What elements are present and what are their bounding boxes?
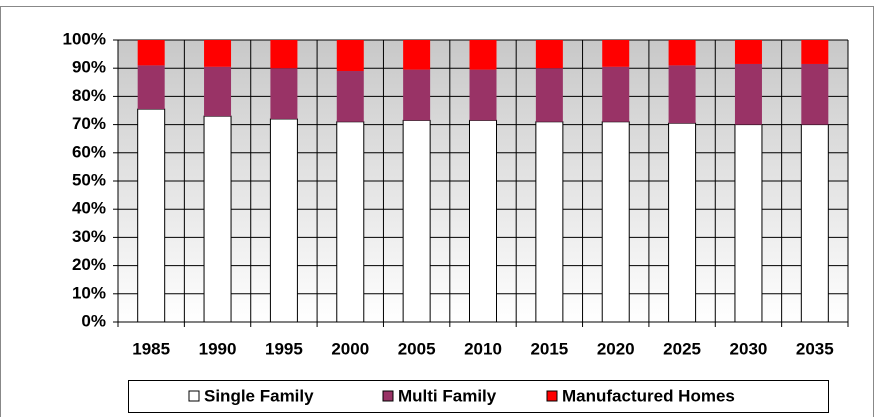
y-tick-label: 10% <box>72 283 106 302</box>
bar-segment <box>204 66 232 117</box>
x-tick-label: 2010 <box>464 339 502 358</box>
y-tick-label: 80% <box>72 86 106 105</box>
y-tick-label: 0% <box>81 311 106 330</box>
bar-segment <box>336 71 364 122</box>
legend-box <box>128 380 829 413</box>
x-tick-label: 1990 <box>199 339 237 358</box>
legend-label: Multi Family <box>398 386 497 405</box>
bar-segment <box>137 108 166 323</box>
bar-segment <box>137 40 165 66</box>
x-tick-label: 2015 <box>530 339 568 358</box>
bar-segment <box>734 63 762 125</box>
bar-segment <box>403 40 431 70</box>
bar-segment <box>535 121 564 323</box>
bar-segment <box>204 40 232 67</box>
bar-segment <box>801 63 829 125</box>
y-tick-label: 40% <box>72 199 106 218</box>
y-tick-label: 90% <box>72 58 106 77</box>
legend-swatch <box>546 390 558 402</box>
bar-segment <box>270 40 298 69</box>
legend-label: Manufactured Homes <box>562 386 735 405</box>
bar-segment <box>801 40 829 64</box>
bar-segment <box>270 68 298 119</box>
y-tick-label: 60% <box>72 142 106 161</box>
bar-segment <box>602 40 630 67</box>
bar-segment <box>535 40 563 69</box>
bar-segment <box>734 124 763 323</box>
bar-segment <box>203 115 232 323</box>
bar-segment <box>668 40 696 66</box>
y-tick-label: 50% <box>72 170 106 189</box>
y-tick-label: 30% <box>72 227 106 246</box>
bar-segment <box>137 65 165 110</box>
bar-segment <box>535 68 563 122</box>
bar-segment <box>601 121 630 323</box>
bar-segment <box>602 66 630 122</box>
bar-segment <box>734 40 762 64</box>
x-tick-label: 2000 <box>331 339 369 358</box>
bar-segment <box>668 122 697 323</box>
x-tick-label: 2020 <box>597 339 635 358</box>
y-tick-label: 20% <box>72 255 106 274</box>
bar-segment <box>469 119 497 323</box>
x-tick-label: 1995 <box>265 339 303 358</box>
y-tick-label: 100% <box>63 29 106 48</box>
y-tick-label: 70% <box>72 114 106 133</box>
bar-segment <box>668 65 696 124</box>
bar-segment <box>469 69 497 121</box>
bar-segment <box>403 69 431 121</box>
legend-label: Single Family <box>204 386 314 405</box>
bar-segment <box>800 124 829 323</box>
bar-segment <box>336 40 364 72</box>
x-tick-label: 2030 <box>730 339 768 358</box>
bar-segment <box>402 119 431 323</box>
bar-segment <box>336 121 365 323</box>
x-tick-label: 2025 <box>663 339 701 358</box>
bar-segment <box>469 40 497 70</box>
legend-swatch <box>188 390 200 402</box>
bar-segment <box>269 118 298 323</box>
x-tick-label: 1985 <box>132 339 170 358</box>
x-tick-label: 2035 <box>796 339 834 358</box>
legend-swatch <box>382 390 394 402</box>
x-tick-label: 2005 <box>398 339 436 358</box>
